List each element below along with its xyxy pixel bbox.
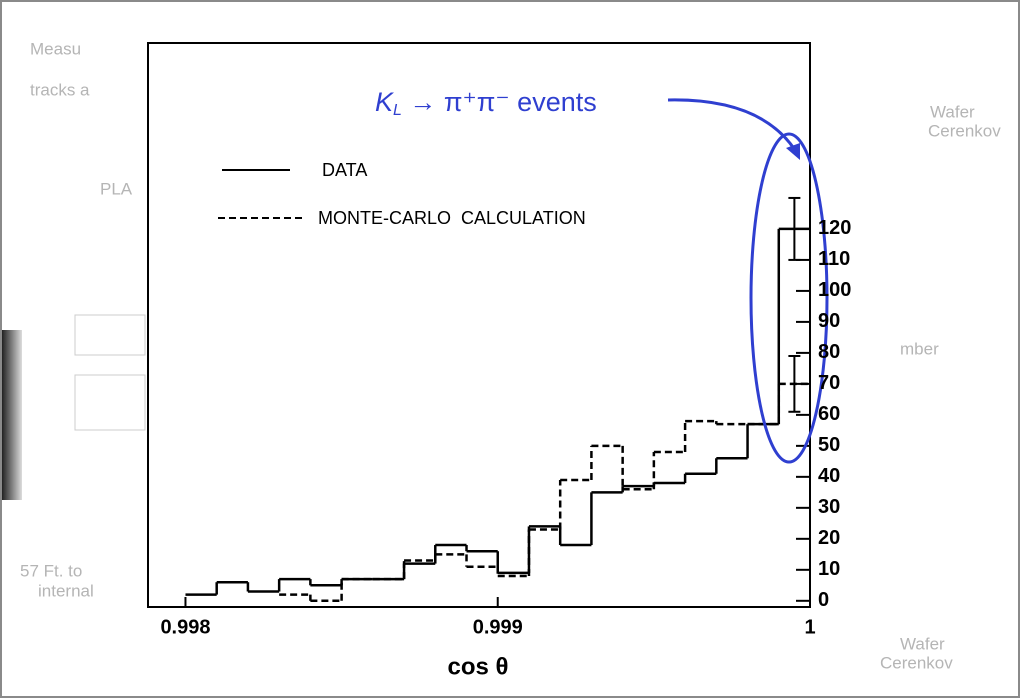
annotation-part: L — [393, 102, 402, 119]
background-text: Cerenkov — [928, 121, 1001, 140]
y-tick-label: 0 — [818, 589, 829, 611]
annotation-part: → π⁺π⁻ events — [402, 87, 597, 117]
y-tick-label: 80 — [818, 341, 840, 363]
background-text: Wafer — [930, 102, 975, 121]
y-tick-label: 20 — [818, 527, 840, 549]
y-tick-label: 110 — [818, 248, 850, 270]
plot — [184, 196, 811, 607]
background-text: mber — [900, 339, 939, 358]
annotation-text: KL → π⁺π⁻ events — [375, 87, 597, 119]
background-text: Cerenkov — [880, 653, 953, 672]
y-tick-label: 10 — [818, 558, 840, 580]
x-axis-label: cos θ — [448, 653, 509, 680]
legend-label: MONTE-CARLO CALCULATION — [318, 208, 586, 228]
background-text: Wafer — [900, 634, 945, 653]
annotation: KL → π⁺π⁻ events — [375, 87, 829, 464]
background-text: tracks a — [30, 80, 90, 99]
plot-frame — [147, 42, 811, 608]
legend-label: DATA — [322, 160, 367, 180]
y-tick-label: 120 — [818, 217, 851, 239]
y-tick-label: 100 — [818, 279, 851, 301]
background-sketch — [74, 374, 146, 431]
background-photo — [2, 330, 22, 500]
y-tick-label: 70 — [818, 372, 840, 394]
y-tick-label: 40 — [818, 465, 840, 487]
annotation-arrow — [667, 98, 797, 151]
y-tick-label: 90 — [818, 310, 840, 332]
background-text: PLA — [100, 179, 133, 198]
x-tick-label: 0.999 — [473, 616, 523, 638]
annotation-part: K — [375, 87, 394, 117]
background-text: Measu — [30, 39, 81, 58]
y-tick-label: 60 — [818, 403, 840, 425]
background-text: 57 Ft. to — [20, 561, 82, 580]
annotation-arrowhead — [786, 143, 800, 160]
y-tick-label: 50 — [818, 434, 840, 456]
x-tick-label: 0.998 — [160, 616, 210, 638]
annotation-ellipse — [749, 132, 829, 464]
background-text: internal — [38, 581, 94, 600]
background-sketch — [74, 314, 146, 356]
x-tick-label: 1 — [804, 616, 815, 638]
y-tick-label: 30 — [818, 496, 840, 518]
